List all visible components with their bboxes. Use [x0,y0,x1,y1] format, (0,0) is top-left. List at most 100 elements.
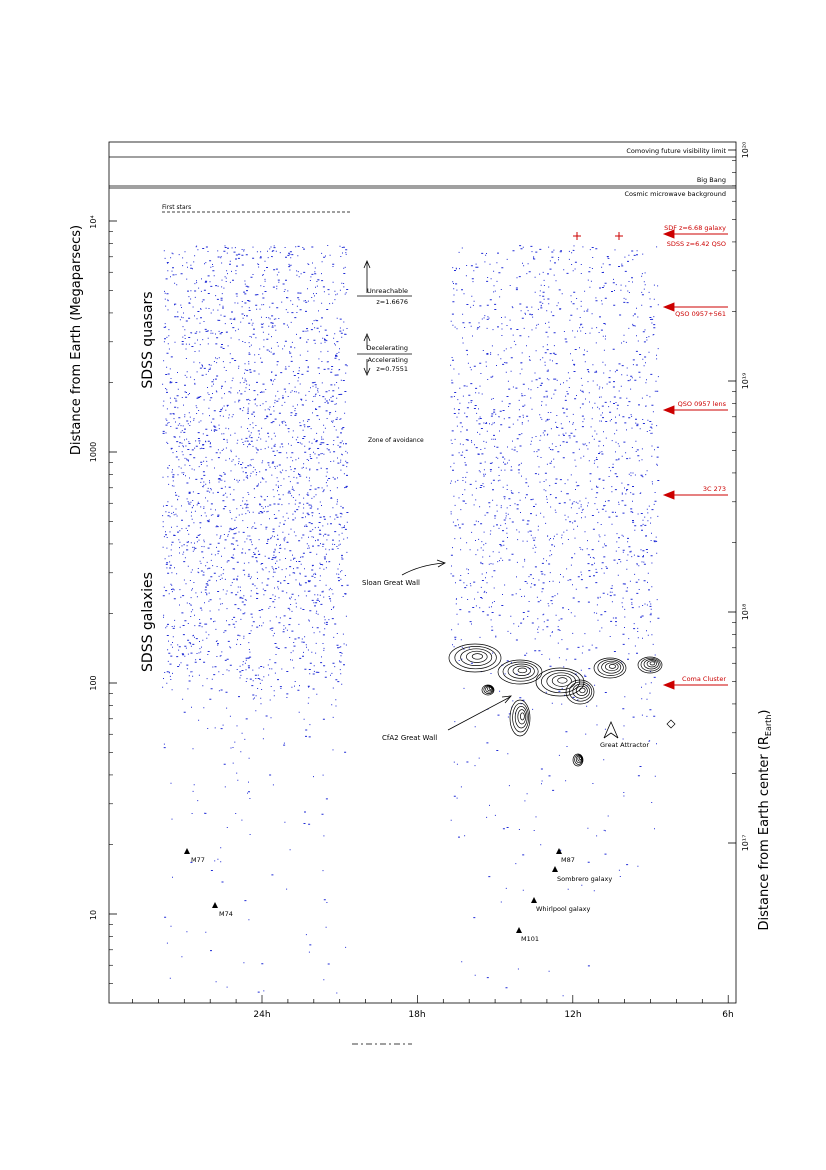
contour-line [572,753,584,767]
y-tick-label-10: 10 [89,910,98,920]
sloan-great-wall-arrow [401,559,446,576]
great-attractor-marker [603,721,619,739]
cfa2-great-wall-label: CfA2 Great Wall [382,734,437,742]
bottom-axis [132,995,729,1003]
plot-frame [108,141,737,1004]
y-right-tick-1e18: 10¹⁸ [741,604,750,621]
x-tick-label-18h: 18h [408,1010,425,1020]
coma-cluster-label: Coma Cluster [682,675,726,683]
sdss-quasars-label: SDSS quasars [140,291,156,388]
left-axis [109,220,117,984]
contour-line [601,660,622,674]
contour-line [488,687,492,690]
contour-line [551,674,572,687]
unreachable-z-label: z=1.6676 [376,298,408,306]
contour-line [637,656,663,674]
contour-line [565,679,595,705]
m77-label: M77 [191,856,205,864]
m74-label: M74 [219,910,233,918]
y-tick-label-1000: 1000 [89,442,98,462]
red-arrows [662,229,728,690]
boundary-label-big-bang: Big Bang [697,176,726,184]
cfa2-contours [448,643,676,767]
contour-line [608,664,616,669]
contour-line [546,672,576,690]
sdss-data-points [162,245,660,997]
contour-line [514,706,528,729]
sombrero-label: Sombrero galaxy [557,875,612,883]
sdf-galaxy-label: SDF z=6.68 galaxy [664,224,726,232]
contour-line [466,650,488,663]
contour-line [574,754,583,765]
contour-line [579,687,586,694]
x-tick-label-6h: 6h [722,1010,733,1020]
contour-line [577,756,583,762]
3c273-label: 3C 273 [703,485,726,493]
contour-line [579,756,582,760]
y-right-tick-1e20: 10²⁰ [741,142,750,159]
x-tick-label-12h: 12h [564,1010,581,1020]
contour-line [509,699,531,737]
contour-line [483,685,494,694]
contour-line [541,670,581,694]
contour-line [448,643,502,673]
zone-of-avoidance-label: Zone of avoidance [368,437,424,444]
right-axis [728,149,736,844]
galaxy-triangles [184,848,562,933]
great-attractor-label: Great Attractor [600,741,649,749]
contour-line [597,659,624,676]
m87-label: M87 [561,856,575,864]
accelerating-z-label: z=0.7551 [376,365,408,373]
y-tick-label-10000: 10⁴ [89,215,98,228]
sloan-great-wall-label: Sloan Great Wall [362,579,420,587]
cfa2-great-wall-arrow [447,695,512,731]
boundary-lines [109,156,736,189]
red-crosses [573,232,623,240]
contour-line [557,677,568,684]
contour-line [460,648,493,666]
contour-line [535,667,585,697]
qso-0957-label: QSO 0957+561 [675,310,726,318]
y-right-tick-1e19: 10¹⁹ [741,373,750,390]
contour-line [485,685,494,693]
sdss-galaxies-label: SDSS galaxies [140,572,156,672]
contour-line [640,657,661,672]
boundary-label-cmb: Cosmic microwave background [624,190,726,198]
unreachable-marker [357,259,412,297]
contour-line [593,657,627,679]
contour-line [507,663,535,679]
contour-line [497,659,543,685]
contour-line [502,661,539,682]
contour-line [569,681,593,702]
contour-line [646,660,657,668]
qso-lens-label: QSO 0957 lens [678,400,727,408]
sdss-qso-label: SDSS z=6.42 QSO [667,240,726,248]
decelerating-label: Decelerating [366,344,408,352]
contour-line [520,712,525,721]
contour-line [572,683,590,699]
y-axis-label-left: Distance from Earth (Megaparsecs) [69,225,84,455]
m101-label: M101 [521,935,539,943]
contour-line [481,684,495,696]
contour-line [517,667,528,674]
boundary-label-visibility: Comoving future visibility limit [626,147,726,155]
contour-line [512,665,531,676]
contour-line [512,702,529,733]
contour-line [605,662,619,672]
contour-line [471,653,483,660]
contour-line [517,709,527,725]
contour-line [454,646,497,670]
contour-line [666,719,676,729]
contour-line [487,686,493,692]
unreachable-label: Unreachable [367,287,408,295]
first-stars-label: First stars [162,204,191,211]
contour-line [575,685,588,696]
y-tick-label-100: 100 [89,675,98,690]
data-point-cloud [162,245,660,997]
contour-line [643,659,659,670]
y-right-tick-1e17: 10¹⁷ [741,835,750,852]
contour-line [649,661,656,666]
y-axis-label-right: Distance from Earth center (REarth) [757,710,773,931]
whirlpool-label: Whirlpool galaxy [536,905,591,913]
